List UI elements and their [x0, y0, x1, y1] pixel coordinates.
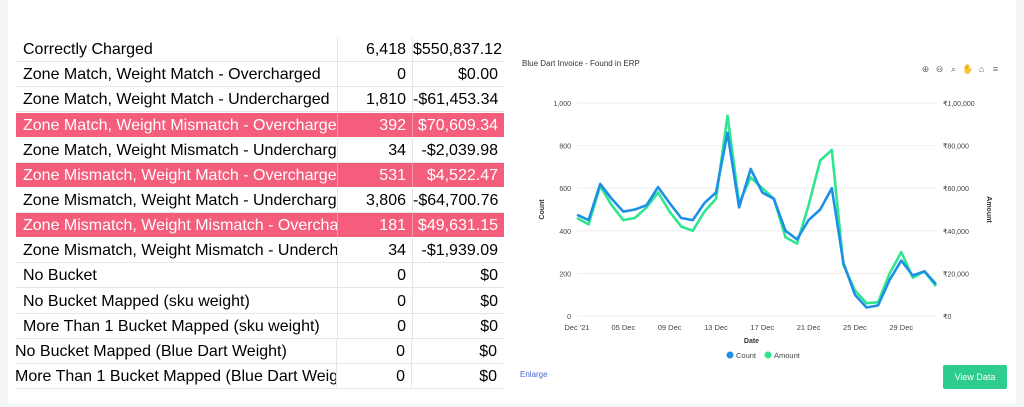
bucket-amount: $0 [479, 343, 497, 360]
bucket-label: More Than 1 Bucket Mapped (Blue Dart Wei… [15, 364, 337, 388]
table-row: More Than 1 Bucket Mapped (sku weight) 0 $… [16, 314, 504, 339]
bucket-label: Correctly Charged [16, 37, 338, 61]
bucket-count: 34 [338, 138, 413, 162]
bucket-count: 0 [338, 289, 413, 313]
table-row: Zone Match, Weight Match - Overcharged 0 $… [16, 62, 504, 87]
bucket-amount: -$1,939.09 [421, 242, 498, 259]
bucket-count: 181 [338, 213, 413, 237]
bucket-label: Zone Mismatch, Weight Match - Overcharge… [16, 163, 338, 187]
bucket-count: 3,806 [338, 188, 413, 212]
bucket-label: Zone Mismatch, Weight Mismatch - Underch… [16, 238, 338, 262]
bucket-count: 34 [338, 238, 413, 262]
bucket-count: 6,418 [338, 37, 413, 61]
bucket-count: 0 [338, 314, 413, 338]
table-row: No Bucket Mapped (Blue Dart Weight) 0 $0 [15, 339, 503, 364]
zoom-out-icon[interactable]: ⊖ [935, 64, 944, 74]
pan-hand-icon[interactable]: ✋ [962, 64, 974, 74]
bucket-amount: -$64,700.76 [413, 192, 499, 209]
bucket-amount: $0 [480, 267, 498, 284]
bucket-amount: -$61,453.34 [413, 91, 499, 108]
bucket-label: No Bucket Mapped (sku weight) [16, 289, 338, 313]
bucket-count: 0 [337, 364, 412, 388]
bucket-label: No Bucket Mapped (Blue Dart Weight) [15, 339, 337, 363]
bucket-amount: $49,631.15 [417, 217, 498, 234]
view-data-button[interactable]: View Data [943, 365, 1007, 389]
bucket-count: 0 [337, 339, 412, 363]
bucket-amount: $0.00 [457, 66, 498, 83]
bucket-count: 0 [338, 263, 413, 287]
table-row: Zone Mismatch, Weight Match - Undercharg… [16, 188, 504, 213]
table-row: Zone Match, Weight Mismatch - Overcharge… [16, 113, 504, 138]
bucket-amount: -$2,039.98 [421, 142, 498, 159]
bucket-count: 392 [338, 113, 413, 137]
table-row: No Bucket Mapped (sku weight) 0 $0 [16, 289, 504, 314]
bucket-amount: $0 [480, 318, 498, 335]
bucket-label: No Bucket [16, 263, 338, 287]
bucket-count: 0 [338, 62, 413, 86]
chart-title: Blue Dart Invoice - Found in ERP [522, 59, 640, 68]
table-row: Zone Mismatch, Weight Match - Overcharge… [16, 163, 504, 188]
table-row: Zone Mismatch, Weight Mismatch - Overcha… [16, 213, 504, 238]
menu-icon[interactable]: ≡ [992, 64, 999, 74]
bucket-amount: $550,837.12 [413, 41, 502, 58]
bucket-amount: $70,609.34 [417, 117, 498, 134]
home-icon[interactable]: ⌂ [978, 64, 985, 74]
enlarge-link[interactable]: Enlarge [520, 370, 548, 379]
table-row: Correctly Charged 6,418 $550,837.12 [16, 37, 504, 62]
zoom-in-icon[interactable]: ⊕ [921, 64, 930, 74]
table-row: Zone Mismatch, Weight Mismatch - Underch… [16, 238, 504, 263]
bucket-count: 531 [338, 163, 413, 187]
table-row: Zone Match, Weight Match - Undercharged 1… [16, 87, 504, 112]
bucket-label: Zone Mismatch, Weight Match - Undercharg… [16, 188, 338, 212]
bucket-label: Zone Match, Weight Match - Undercharged [16, 87, 338, 111]
bucket-amount: $4,522.47 [426, 167, 498, 184]
bucket-amount: $0 [480, 293, 498, 310]
bucket-label: Zone Match, Weight Match - Overcharged [16, 62, 338, 86]
bucket-label: Zone Mismatch, Weight Mismatch - Overcha… [16, 213, 338, 237]
table-row: Zone Match, Weight Mismatch - Undercharg… [16, 138, 504, 163]
bucket-count: 1,810 [338, 87, 413, 111]
table-row: No Bucket 0 $0 [16, 263, 504, 288]
chart-toolbar: ⊕ ⊖ ⌕ ✋ ⌂ ≡ [920, 64, 1001, 75]
magnifier-icon[interactable]: ⌕ [950, 64, 957, 74]
bucket-label: Zone Match, Weight Mismatch - Undercharg… [16, 138, 338, 162]
bucket-label: More Than 1 Bucket Mapped (sku weight) [16, 314, 338, 338]
bucket-label: Zone Match, Weight Mismatch - Overcharge… [16, 113, 338, 137]
table-row: More Than 1 Bucket Mapped (Blue Dart Wei… [15, 364, 503, 389]
bucket-amount: $0 [479, 368, 497, 385]
